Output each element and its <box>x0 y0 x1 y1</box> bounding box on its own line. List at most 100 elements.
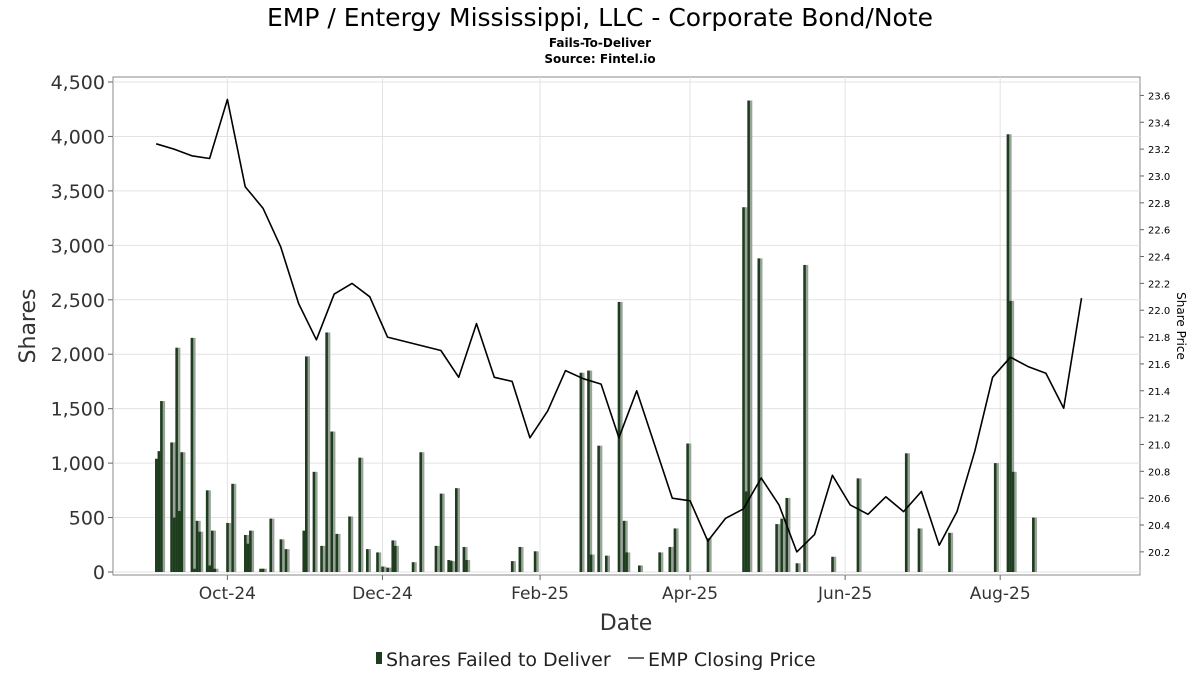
fail-bar <box>785 497 789 572</box>
fail-bar-shadow <box>798 563 801 572</box>
fail-bar-shadow <box>787 497 791 572</box>
fail-bar <box>510 561 514 572</box>
fail-bar-shadow <box>414 562 417 572</box>
fail-bar-shadow <box>264 568 267 572</box>
fail-bar-shadow <box>200 531 204 572</box>
y2-tick-label: 21.8 <box>1148 333 1170 344</box>
fail-bar-shadow <box>215 568 219 572</box>
fail-bar <box>993 463 997 572</box>
fail-bar-shadow <box>337 533 341 572</box>
y2-tick-label: 22.8 <box>1148 199 1170 210</box>
fail-bar-shadow <box>281 539 285 572</box>
fail-bar-shadow <box>233 483 237 572</box>
fail-bar-shadow <box>920 528 923 572</box>
fail-bar <box>376 552 379 572</box>
fail-bar <box>325 332 328 572</box>
fail-bar <box>439 493 443 572</box>
fail-bar-shadow <box>442 493 445 572</box>
fail-bar-shadow <box>437 545 440 572</box>
fail-bar-shadow <box>162 401 166 572</box>
fail-bar-shadow <box>709 538 712 572</box>
fail-bar <box>386 567 389 572</box>
fail-bar <box>638 565 641 572</box>
fail-bar <box>358 457 361 572</box>
fail-bar-shadow <box>599 445 603 572</box>
fail-bar <box>449 561 453 572</box>
y2-tick-label: 21.2 <box>1148 414 1170 425</box>
fail-bar <box>622 520 626 572</box>
fail-bar <box>160 401 163 572</box>
fail-bar <box>625 552 628 572</box>
fail-bar <box>231 483 234 572</box>
y-tick-label: 2,000 <box>51 344 105 366</box>
fail-bar <box>518 546 522 572</box>
fail-bar-shadow <box>589 370 593 572</box>
fail-bar-shadow <box>859 478 862 572</box>
y2-tick-label: 20.2 <box>1148 548 1170 559</box>
legend-line-label: EMP Closing Price <box>648 649 816 671</box>
chart-subtitle-source: Source: Fintel.io <box>544 52 655 66</box>
fail-bar <box>686 443 689 572</box>
x-tick-label: Oct-24 <box>199 584 256 604</box>
fail-bar-shadow <box>228 523 232 572</box>
fail-bar <box>454 488 458 572</box>
fail-bar-shadow <box>251 530 255 572</box>
fail-bar <box>587 370 590 572</box>
fail-bar <box>747 100 750 572</box>
x-tick-label: Jun-25 <box>817 584 872 604</box>
legend-bar-swatch <box>376 652 382 664</box>
fail-bar-shadow <box>465 546 468 572</box>
fail-bar <box>1009 300 1012 572</box>
fail-bar-shadow <box>625 520 628 572</box>
y-tick-label: 3,500 <box>51 181 105 203</box>
fail-bar <box>213 568 217 572</box>
bar-layer <box>155 100 1038 572</box>
fail-bar <box>190 337 194 572</box>
fail-bar-shadow <box>457 488 460 572</box>
y-axis-left: 0 500 1,000 1,500 2,000 2,500 3,000 3,500 4,000 4… <box>51 72 113 584</box>
fail-bar <box>249 530 252 572</box>
fail-bar <box>330 431 334 572</box>
fail-bar <box>411 562 415 572</box>
fail-bar <box>706 538 710 572</box>
y2-tick-label: 21.4 <box>1148 387 1170 398</box>
fail-bar <box>205 490 209 572</box>
fail-bar <box>348 516 351 572</box>
x-tick-label: Aug-25 <box>970 584 1031 604</box>
y2-tick-label: 21.6 <box>1148 360 1170 371</box>
fail-bar-shadow <box>182 452 186 572</box>
fail-bar <box>366 549 369 572</box>
fail-bar <box>391 540 395 572</box>
fail-bar <box>604 555 608 572</box>
fail-bar <box>803 264 806 572</box>
fail-bar <box>210 530 214 572</box>
y-axis-title: Shares <box>16 289 41 364</box>
y2-tick-label: 23.2 <box>1148 145 1170 156</box>
fail-bar <box>193 568 196 572</box>
y2-tick-label: 23.4 <box>1148 118 1170 129</box>
plot-area <box>112 76 1141 576</box>
fail-bar <box>673 528 677 572</box>
fail-bar-shadow <box>782 518 786 572</box>
fail-bar-shadow <box>1034 517 1038 572</box>
fail-bar-shadow <box>452 561 455 572</box>
fail-bar <box>757 258 761 572</box>
fail-bar <box>668 546 672 572</box>
fail-bar <box>157 451 161 572</box>
fail-bar-shadow <box>536 551 539 572</box>
y2-tick-label: 22.6 <box>1148 226 1170 237</box>
fail-bar <box>462 546 466 572</box>
fail-bar-shadow <box>327 332 331 572</box>
fail-bar-shadow <box>749 100 753 572</box>
y2-tick-label: 23.6 <box>1148 91 1170 102</box>
fail-bar <box>533 551 537 572</box>
fail-bar <box>597 445 600 572</box>
y2-tick-label: 22.2 <box>1148 279 1170 290</box>
fail-bar <box>312 471 316 572</box>
fail-bar <box>579 372 583 572</box>
fail-bar <box>948 532 951 572</box>
fail-bar <box>335 533 339 572</box>
fail-bar <box>658 552 661 572</box>
fail-bar <box>198 531 201 572</box>
fail-bar <box>589 554 593 572</box>
